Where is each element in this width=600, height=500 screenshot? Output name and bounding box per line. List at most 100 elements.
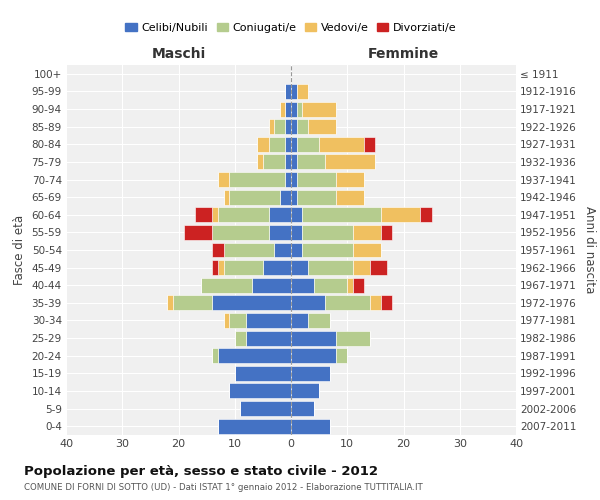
Bar <box>308 313 331 328</box>
Bar <box>291 119 296 134</box>
Bar <box>269 137 286 152</box>
Bar <box>280 102 286 116</box>
Bar <box>229 313 246 328</box>
Bar <box>212 242 223 258</box>
Bar <box>173 296 212 310</box>
Bar <box>291 190 296 204</box>
Bar <box>308 119 336 134</box>
Bar <box>291 418 331 434</box>
Bar <box>229 172 286 187</box>
Bar <box>291 208 302 222</box>
Bar <box>291 313 308 328</box>
Bar <box>269 208 291 222</box>
Bar <box>347 278 353 292</box>
Bar <box>296 172 336 187</box>
Bar <box>325 296 370 310</box>
Bar <box>319 137 364 152</box>
Bar <box>251 278 291 292</box>
Bar <box>218 348 291 363</box>
Bar <box>218 172 229 187</box>
Bar <box>223 313 229 328</box>
Bar <box>286 102 291 116</box>
Bar <box>286 119 291 134</box>
Bar <box>229 190 280 204</box>
Bar <box>291 102 296 116</box>
Bar <box>364 137 376 152</box>
Bar <box>296 102 302 116</box>
Bar <box>314 278 347 292</box>
Bar <box>353 242 381 258</box>
Bar <box>167 296 173 310</box>
Bar <box>291 366 331 381</box>
Bar <box>291 137 296 152</box>
Text: COMUNE DI FORNI DI SOTTO (UD) - Dati ISTAT 1° gennaio 2012 - Elaborazione TUTTIT: COMUNE DI FORNI DI SOTTO (UD) - Dati IST… <box>24 482 423 492</box>
Bar <box>223 242 274 258</box>
Bar <box>184 225 212 240</box>
Y-axis label: Anni di nascita: Anni di nascita <box>583 206 596 294</box>
Bar <box>370 296 381 310</box>
Bar <box>246 313 291 328</box>
Bar <box>274 242 291 258</box>
Bar <box>257 137 269 152</box>
Bar <box>235 366 291 381</box>
Bar <box>353 260 370 275</box>
Bar <box>235 330 246 345</box>
Bar <box>291 154 296 170</box>
Bar <box>229 384 291 398</box>
Bar <box>381 208 421 222</box>
Bar <box>291 296 325 310</box>
Bar <box>291 278 314 292</box>
Bar <box>218 260 223 275</box>
Bar <box>381 225 392 240</box>
Bar <box>302 225 353 240</box>
Bar <box>370 260 386 275</box>
Bar <box>286 172 291 187</box>
Text: Femmine: Femmine <box>368 48 439 62</box>
Bar <box>223 190 229 204</box>
Bar <box>263 260 291 275</box>
Bar <box>336 172 364 187</box>
Bar <box>296 119 308 134</box>
Bar <box>218 208 269 222</box>
Bar <box>291 384 319 398</box>
Legend: Celibi/Nubili, Coniugati/e, Vedovi/e, Divorziati/e: Celibi/Nubili, Coniugati/e, Vedovi/e, Di… <box>121 19 461 38</box>
Bar <box>296 190 336 204</box>
Bar <box>291 348 336 363</box>
Bar <box>336 190 364 204</box>
Bar <box>241 401 291 416</box>
Bar <box>212 348 218 363</box>
Bar <box>291 172 296 187</box>
Bar <box>302 208 381 222</box>
Bar <box>296 84 308 99</box>
Bar <box>291 225 302 240</box>
Bar <box>196 208 212 222</box>
Bar <box>353 225 381 240</box>
Bar <box>302 242 353 258</box>
Bar <box>296 137 319 152</box>
Bar <box>274 119 286 134</box>
Bar <box>286 84 291 99</box>
Bar <box>291 401 314 416</box>
Bar <box>381 296 392 310</box>
Bar <box>280 190 291 204</box>
Bar <box>291 242 302 258</box>
Y-axis label: Fasce di età: Fasce di età <box>13 215 26 285</box>
Bar <box>269 225 291 240</box>
Bar <box>246 330 291 345</box>
Bar <box>257 154 263 170</box>
Bar <box>218 418 291 434</box>
Text: Maschi: Maschi <box>151 48 206 62</box>
Text: Popolazione per età, sesso e stato civile - 2012: Popolazione per età, sesso e stato civil… <box>24 465 378 478</box>
Bar <box>353 278 364 292</box>
Bar <box>296 154 325 170</box>
Bar <box>212 208 218 222</box>
Bar <box>336 330 370 345</box>
Bar <box>269 119 274 134</box>
Bar <box>325 154 376 170</box>
Bar <box>286 154 291 170</box>
Bar <box>336 348 347 363</box>
Bar <box>263 154 286 170</box>
Bar <box>223 260 263 275</box>
Bar <box>212 225 269 240</box>
Bar <box>201 278 251 292</box>
